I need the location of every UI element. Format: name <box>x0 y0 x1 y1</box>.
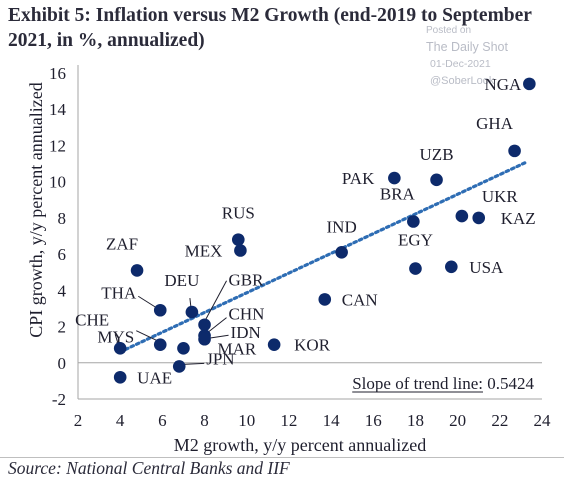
data-point <box>172 360 186 373</box>
point-label: JPN <box>206 349 234 368</box>
leader-line <box>183 362 205 365</box>
chart-title: Exhibit 5: Inflation versus M2 Growth (e… <box>8 5 532 51</box>
data-point <box>198 318 211 332</box>
y-tick-label: 12 <box>49 136 66 155</box>
x-axis-title: M2 growth, y/y percent annualized <box>174 435 426 455</box>
x-tick-label: 8 <box>200 411 209 430</box>
data-point <box>523 77 536 91</box>
source-note: Source: National Central Banks and IIF <box>8 458 290 478</box>
y-tick-label: 6 <box>58 245 67 264</box>
point-label: PAK <box>342 169 375 188</box>
point-label: THA <box>101 283 137 302</box>
point-label: BRA <box>380 185 416 204</box>
data-point <box>388 171 401 185</box>
data-point <box>185 305 199 319</box>
slope-annotation: Slope of trend line: 0.5424 <box>352 374 534 393</box>
point-label: UKR <box>482 187 519 206</box>
data-point <box>407 215 420 228</box>
watermark: Posted on The Daily Shot 01-Dec-2021 @So… <box>426 22 508 90</box>
data-point <box>113 370 127 384</box>
trend-line <box>118 160 529 354</box>
y-tick-label: 8 <box>58 209 67 228</box>
watermark-date: 01-Dec-2021 <box>430 58 491 70</box>
point-label: KOR <box>294 336 331 355</box>
data-point <box>177 341 190 355</box>
data-point <box>455 209 469 223</box>
point-label: IDN <box>231 323 261 342</box>
data-point <box>508 144 521 158</box>
data-point <box>234 244 247 257</box>
leader-line <box>137 295 158 309</box>
leader-line <box>205 280 227 320</box>
point-label: NGA <box>485 75 523 94</box>
point-label: EGY <box>398 231 433 250</box>
data-point <box>335 246 348 259</box>
source-divider <box>0 457 564 458</box>
point-label: CAN <box>342 290 378 309</box>
watermark-brand: The Daily Shot <box>426 40 508 54</box>
leader-line <box>189 298 192 308</box>
point-label: ZAF <box>106 234 138 253</box>
point-label: DEU <box>164 271 199 290</box>
watermark-handle: @SoberLook <box>430 75 495 87</box>
x-tick-label: 2 <box>74 411 83 430</box>
x-tick-label: 18 <box>407 411 424 430</box>
data-point <box>113 341 127 355</box>
data-point <box>153 338 167 351</box>
point-label: GBR <box>229 271 265 290</box>
data-point <box>472 211 486 225</box>
leader-line <box>207 317 227 334</box>
point-label: GHA <box>476 114 514 133</box>
x-tick-label: 14 <box>323 411 341 430</box>
point-label: UZB <box>420 145 454 164</box>
data-point <box>130 264 144 277</box>
data-point <box>198 332 211 346</box>
y-tick-label: 10 <box>49 173 66 192</box>
leader-line <box>208 334 229 339</box>
y-tick-label: 4 <box>58 281 67 300</box>
y-tick-label: -2 <box>52 390 66 409</box>
y-tick-label: 0 <box>58 354 67 373</box>
y-tick-label: 14 <box>49 100 67 119</box>
point-label: CHN <box>229 305 265 324</box>
x-tick-label: 16 <box>365 411 382 430</box>
data-point <box>153 303 167 317</box>
y-axis-title: CPI growth, y/y percent annualized <box>26 82 46 337</box>
x-tick-label: 10 <box>238 411 255 430</box>
x-tick-label: 4 <box>116 411 125 430</box>
point-label: UAE <box>137 368 172 387</box>
y-tick-label: 16 <box>49 64 66 83</box>
data-point <box>409 262 422 275</box>
data-point <box>445 260 458 274</box>
data-point <box>231 233 245 246</box>
data-point <box>430 173 443 187</box>
point-label: KAZ <box>501 209 536 228</box>
data-point <box>318 293 332 306</box>
x-tick-label: 6 <box>158 411 167 430</box>
x-tick-label: 22 <box>491 411 508 430</box>
point-label: MAR <box>217 339 256 358</box>
point-label: MEX <box>185 241 223 260</box>
point-label: CHE <box>75 310 109 329</box>
x-tick-label: 24 <box>534 411 552 430</box>
point-label: RUS <box>222 204 255 223</box>
leader-line <box>136 330 158 342</box>
y-tick-label: 2 <box>58 318 67 337</box>
watermark-posted-on: Posted on <box>426 25 472 36</box>
point-label: IND <box>327 217 357 236</box>
x-tick-label: 20 <box>449 411 466 430</box>
x-tick-label: 12 <box>280 411 297 430</box>
point-label: USA <box>469 258 504 277</box>
data-point <box>267 338 281 351</box>
